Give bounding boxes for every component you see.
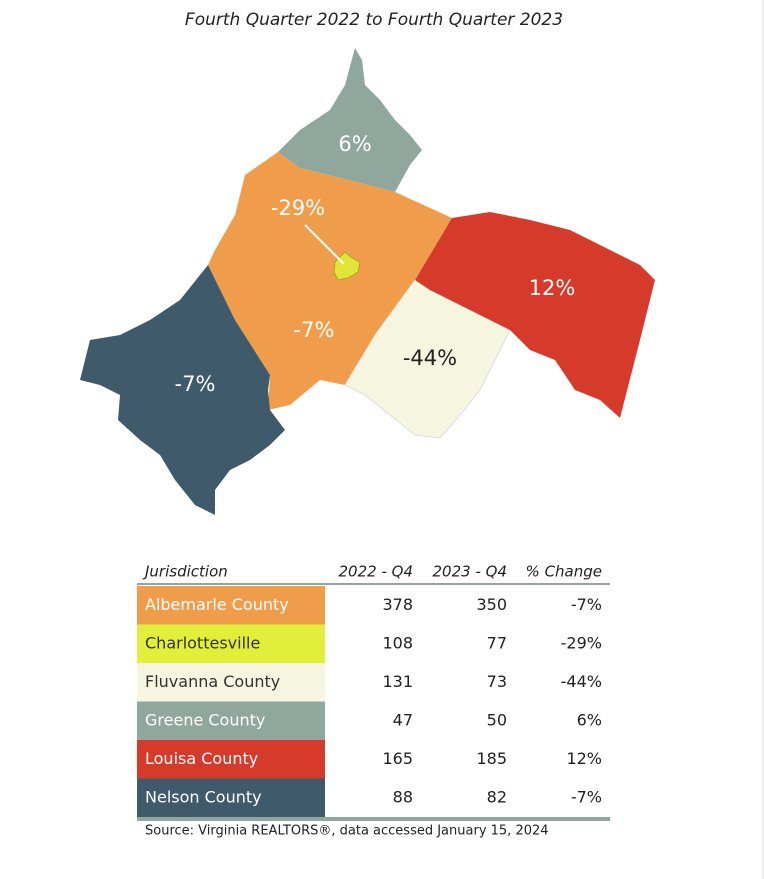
table-header: 2023 - Q4 [433,563,507,581]
map-label: 6% [338,132,371,156]
map-label: -7% [294,318,335,342]
jurisdiction-name: Charlottesville [145,633,260,652]
data-table: Jurisdiction 2022 - Q4 2023 - Q4 % Change Al… [137,563,610,821]
table-header: 2022 - Q4 [339,563,413,581]
jurisdiction-name: Albemarle County [145,595,289,614]
table-cell: 378 [382,595,413,614]
map-label: -7% [175,372,216,396]
table-header: % Change [526,563,602,581]
table-cell: 88 [393,787,413,806]
table-cell: 82 [487,787,507,806]
row-swatch [137,740,325,779]
albemarle-region [208,152,452,410]
louisa-region [415,212,655,418]
jurisdiction-name: Greene County [145,710,265,729]
table-cell: 77 [487,633,507,652]
jurisdiction-name: Nelson County [145,787,262,806]
charlottesville-region [333,251,361,281]
title: Fourth Quarter 2022 to Fourth Quarter 20… [185,10,563,30]
map-label: 12% [529,276,576,300]
table-cell: 165 [382,749,413,768]
row-swatch [137,586,325,625]
pointer-line [304,224,345,265]
row-swatch [137,624,325,663]
table-cell: -7% [571,787,602,806]
jurisdiction-name: Louisa County [145,749,258,768]
table-cell: 50 [487,710,507,729]
nelson-region [80,265,285,515]
map: 6% -29% -7% -7% -44% 12% [80,48,655,515]
table-cell: 73 [487,672,507,691]
greene-region [278,48,422,192]
table-cell: 12% [566,749,602,768]
row-swatch [137,701,325,740]
jurisdiction-name: Fluvanna County [145,672,280,691]
map-label: -44% [403,346,457,370]
row-swatch [137,778,325,817]
table-cell: 350 [476,595,507,614]
table-cell: -7% [571,595,602,614]
source-note: Source: Virginia REALTORS®, data accesse… [145,824,549,839]
table-cell: 47 [393,710,413,729]
table-cell: 108 [382,633,413,652]
table-header: Jurisdiction [142,563,228,581]
table-cell: -44% [561,672,602,691]
map-label: -29% [271,196,325,220]
table-cell: 131 [382,672,413,691]
table-cell: 185 [476,749,507,768]
row-swatch [137,663,325,702]
table-cell: -29% [561,633,602,652]
table-cell: 6% [577,710,602,729]
